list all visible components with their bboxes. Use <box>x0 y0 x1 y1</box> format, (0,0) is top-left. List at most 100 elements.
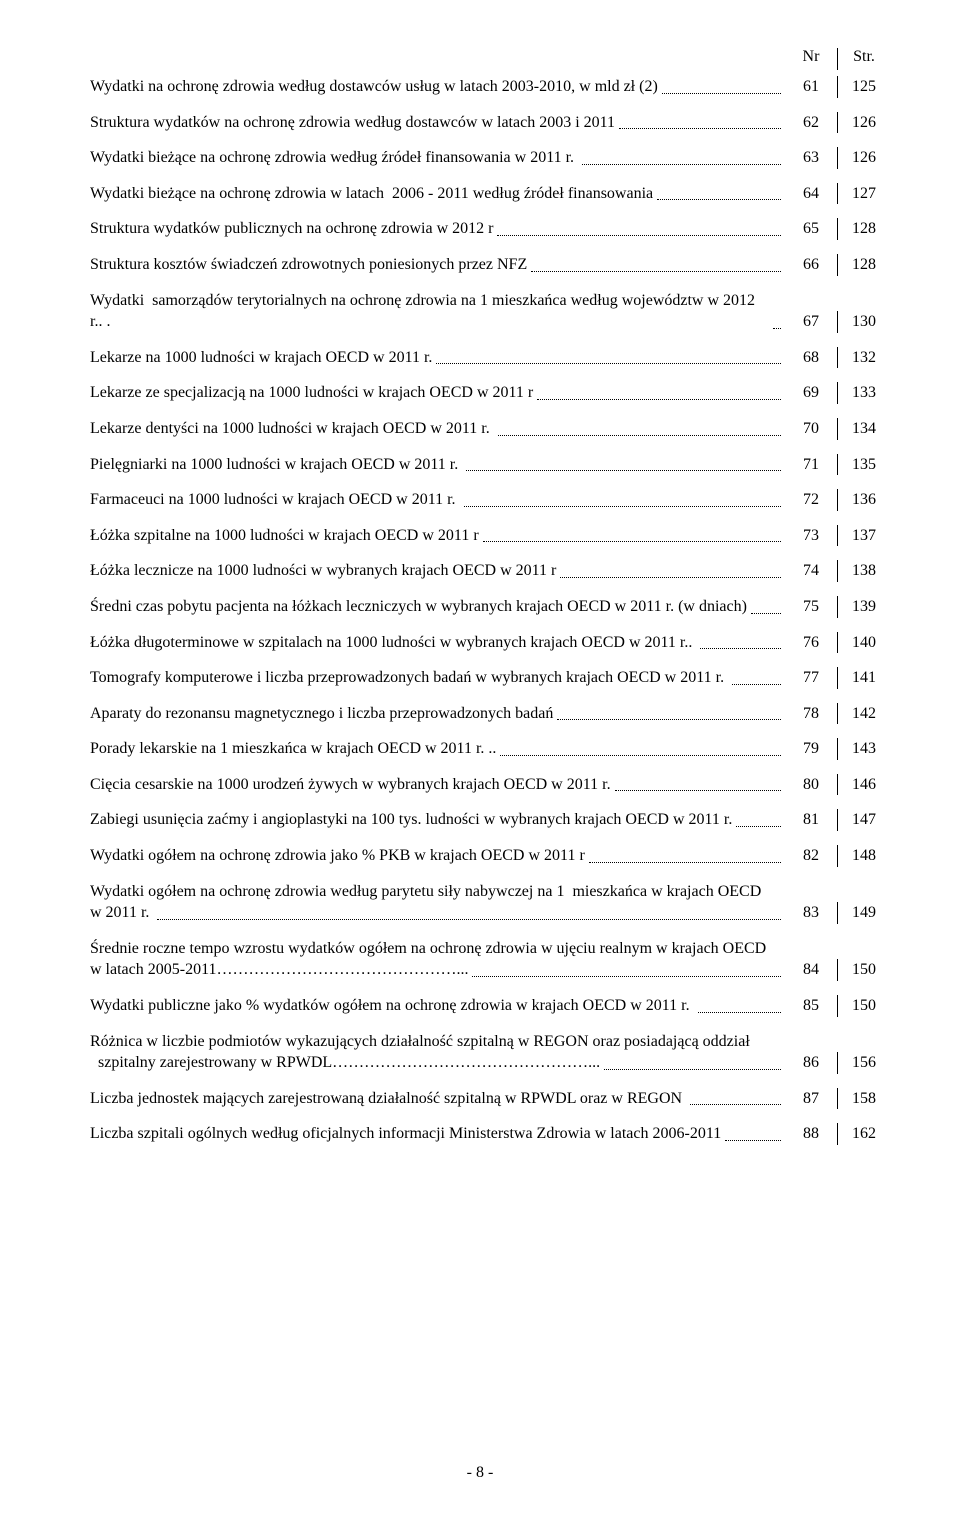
entry-label: Różnica w liczbie podmiotów wykazujących… <box>90 1031 785 1053</box>
entry-nr: 71 <box>785 454 837 476</box>
leader-dots <box>732 684 781 685</box>
toc-entry: Liczba jednostek mających zarejestrowaną… <box>90 1088 890 1110</box>
entry-numbers: 70134 <box>785 418 890 440</box>
entry-label-wrap: Wydatki na ochronę zdrowia według dostaw… <box>90 76 785 98</box>
entry-label-wrap: Cięcia cesarskie na 1000 urodzeń żywych … <box>90 774 785 796</box>
entry-nr: 66 <box>785 254 837 276</box>
entry-label-wrap: Struktura wydatków publicznych na ochron… <box>90 218 785 240</box>
entry-numbers: 86156 <box>785 1052 890 1074</box>
entry-numbers: 85150 <box>785 995 890 1017</box>
entry-label: Wydatki bieżące na ochronę zdrowia w lat… <box>90 183 653 205</box>
entry-numbers: 64127 <box>785 183 890 205</box>
entry-numbers: 82148 <box>785 845 890 867</box>
leader-dots <box>619 128 781 129</box>
leader-dots <box>472 976 781 977</box>
entry-str: 130 <box>838 311 890 333</box>
toc-entry: Średnie roczne tempo wzrostu wydatków og… <box>90 938 890 981</box>
toc-entry: Wydatki publiczne jako % wydatków ogółem… <box>90 995 890 1017</box>
leader-dots <box>698 1012 781 1013</box>
entry-label: Łóżka szpitalne na 1000 ludności w kraja… <box>90 525 479 547</box>
entry-numbers: 87158 <box>785 1088 890 1110</box>
entry-str: 128 <box>838 254 890 276</box>
leader-dots <box>615 790 781 791</box>
entry-label-wrap: Łóżka długoterminowe w szpitalach na 100… <box>90 632 785 654</box>
entry-label: Lekarze na 1000 ludności w krajach OECD … <box>90 347 432 369</box>
leader-dots <box>464 506 781 507</box>
toc-entry: Średni czas pobytu pacjenta na łóżkach l… <box>90 596 890 618</box>
entry-nr: 74 <box>785 560 837 582</box>
entry-label: Tomografy komputerowe i liczba przeprowa… <box>90 667 728 689</box>
entry-label-wrap: Pielęgniarki na 1000 ludności w krajach … <box>90 454 785 476</box>
leader-dots <box>557 719 781 720</box>
entry-nr: 62 <box>785 112 837 134</box>
entry-label-line2: w 2011 r. <box>90 902 153 924</box>
entry-label: Wydatki bieżące na ochronę zdrowia wedłu… <box>90 147 578 169</box>
entry-label-wrap: Tomografy komputerowe i liczba przeprowa… <box>90 667 785 689</box>
entry-nr: 61 <box>785 76 837 98</box>
entry-label: Wydatki ogółem na ochronę zdrowia według… <box>90 881 785 903</box>
toc-entry: Cięcia cesarskie na 1000 urodzeń żywych … <box>90 774 890 796</box>
entry-nr: 88 <box>785 1123 837 1145</box>
toc-entry: Struktura wydatków na ochronę zdrowia we… <box>90 112 890 134</box>
toc-entry: Farmaceuci na 1000 ludności w krajach OE… <box>90 489 890 511</box>
entry-label: Struktura kosztów świadczeń zdrowotnych … <box>90 254 527 276</box>
entry-label: Wydatki publiczne jako % wydatków ogółem… <box>90 995 694 1017</box>
entry-str: 134 <box>838 418 890 440</box>
toc-entry: Aparaty do rezonansu magnetycznego i lic… <box>90 703 890 725</box>
entry-label-wrap: Struktura wydatków na ochronę zdrowia we… <box>90 112 785 134</box>
toc-entry: Wydatki na ochronę zdrowia według dostaw… <box>90 76 890 98</box>
entry-label: Łóżka długoterminowe w szpitalach na 100… <box>90 632 696 654</box>
header-str: Str. <box>838 48 890 70</box>
entry-str: 126 <box>838 112 890 134</box>
entry-label-wrap: Farmaceuci na 1000 ludności w krajach OE… <box>90 489 785 511</box>
entry-nr: 76 <box>785 632 837 654</box>
entry-label: Lekarze dentyści na 1000 ludności w kraj… <box>90 418 494 440</box>
page: Nr Str. Wydatki na ochronę zdrowia wedłu… <box>0 0 960 1522</box>
toc-entry: Łóżka długoterminowe w szpitalach na 100… <box>90 632 890 654</box>
entry-nr: 70 <box>785 418 837 440</box>
toc-entry: Wydatki ogółem na ochronę zdrowia jako %… <box>90 845 890 867</box>
toc-entry: Liczba szpitali ogólnych według oficjaln… <box>90 1123 890 1145</box>
entry-label-wrap: Aparaty do rezonansu magnetycznego i lic… <box>90 703 785 725</box>
entry-numbers: 74138 <box>785 560 890 582</box>
entry-label-line2: szpitalny zarejestrowany w RPWDL……………………… <box>90 1052 600 1074</box>
entry-nr: 87 <box>785 1088 837 1110</box>
entry-label: Wydatki na ochronę zdrowia według dostaw… <box>90 76 658 98</box>
entry-numbers: 69133 <box>785 382 890 404</box>
entry-str: 156 <box>838 1052 890 1074</box>
entry-str: 125 <box>838 76 890 98</box>
entry-label: Cięcia cesarskie na 1000 urodzeń żywych … <box>90 774 611 796</box>
entry-label: Wydatki ogółem na ochronę zdrowia jako %… <box>90 845 585 867</box>
toc-entry: Wydatki samorządów terytorialnych na och… <box>90 290 890 333</box>
entry-nr: 82 <box>785 845 837 867</box>
entry-str: 133 <box>838 382 890 404</box>
toc-entry: Porady lekarskie na 1 mieszkańca w kraja… <box>90 738 890 760</box>
entry-label: Liczba szpitali ogólnych według oficjaln… <box>90 1123 721 1145</box>
toc-entry: Różnica w liczbie podmiotów wykazujących… <box>90 1031 890 1074</box>
entry-label-wrap: Wydatki bieżące na ochronę zdrowia wedłu… <box>90 147 785 169</box>
entry-numbers: 88162 <box>785 1123 890 1145</box>
entry-label-wrap: Wydatki publiczne jako % wydatków ogółem… <box>90 995 785 1017</box>
entry-str: 127 <box>838 183 890 205</box>
entry-label-wrap: Średnie roczne tempo wzrostu wydatków og… <box>90 938 785 981</box>
entry-label: Porady lekarskie na 1 mieszkańca w kraja… <box>90 738 496 760</box>
leader-dots <box>690 1104 781 1105</box>
leader-dots <box>157 919 781 920</box>
entry-label-wrap: Wydatki ogółem na ochronę zdrowia według… <box>90 881 785 924</box>
entry-str: 140 <box>838 632 890 654</box>
entry-label: Średni czas pobytu pacjenta na łóżkach l… <box>90 596 747 618</box>
entry-numbers: 84150 <box>785 959 890 981</box>
entry-numbers: 79143 <box>785 738 890 760</box>
entry-nr: 79 <box>785 738 837 760</box>
toc-entry: Łóżka lecznicze na 1000 ludności w wybra… <box>90 560 890 582</box>
toc-entry: Zabiegi usunięcia zaćmy i angioplastyki … <box>90 809 890 831</box>
entry-nr: 83 <box>785 902 837 924</box>
entry-nr: 64 <box>785 183 837 205</box>
leader-dots <box>700 648 781 649</box>
entry-nr: 78 <box>785 703 837 725</box>
entry-numbers: 61125 <box>785 76 890 98</box>
leader-dots <box>662 93 781 94</box>
entry-nr: 77 <box>785 667 837 689</box>
leader-dots <box>773 328 781 329</box>
leader-dots <box>531 271 781 272</box>
